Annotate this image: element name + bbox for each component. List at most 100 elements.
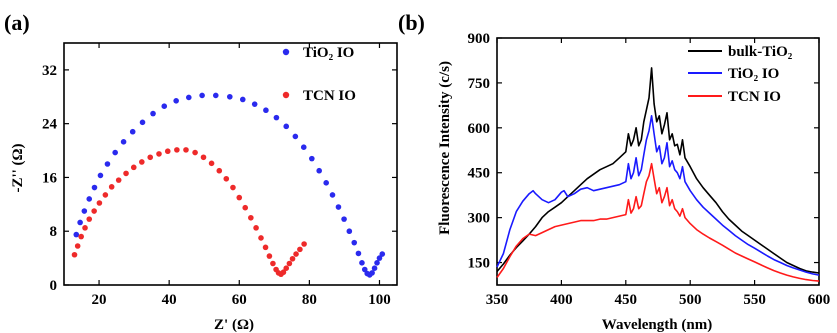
data-point bbox=[316, 167, 322, 174]
data-point bbox=[223, 175, 230, 182]
data-point bbox=[355, 250, 362, 257]
data-point bbox=[239, 96, 246, 103]
data-point bbox=[346, 228, 353, 235]
data-point bbox=[71, 251, 78, 258]
panel-b-y-tick-label: 750 bbox=[468, 76, 491, 92]
data-point bbox=[329, 192, 336, 198]
legend-item-tio2-io-b: TiO₂ IO bbox=[688, 66, 779, 82]
data-point bbox=[91, 208, 97, 214]
panel-b-frame bbox=[496, 37, 820, 286]
data-point bbox=[91, 184, 98, 191]
panel-b-x-tick-label: 400 bbox=[550, 292, 573, 308]
panel-a-y-axis-title: -Z'' (Ω) bbox=[10, 143, 26, 192]
panel-a-x-tick-label: 60 bbox=[232, 292, 247, 308]
panel-b-fluorescence-plot: (b) 350 400 450 500 550 600 150 300 450 600 750 900… bbox=[398, 10, 830, 333]
panel-b-x-tick-label: 450 bbox=[615, 292, 638, 308]
data-point bbox=[374, 260, 380, 266]
data-point bbox=[74, 243, 81, 249]
data-point bbox=[376, 255, 383, 261]
data-point bbox=[185, 94, 192, 101]
panel-a-y-tick-label: 8 bbox=[50, 224, 58, 240]
legend-item-tcn-io-b: TCN IO bbox=[688, 89, 781, 105]
panel-a-y-tick-label: 0 bbox=[50, 278, 58, 294]
data-point bbox=[96, 200, 103, 206]
panel-a-plot-area: 20 40 60 80 100 0 8 16 24 32 bbox=[42, 42, 398, 308]
data-point bbox=[77, 219, 83, 226]
data-point bbox=[236, 194, 243, 201]
data-point bbox=[115, 177, 122, 183]
data-point bbox=[208, 160, 215, 167]
data-point bbox=[192, 149, 198, 156]
legend-label-tcn-io-b: TCN IO bbox=[728, 89, 781, 105]
panel-a-series-tio2-io bbox=[73, 92, 386, 278]
data-point bbox=[183, 147, 189, 153]
data-point bbox=[335, 204, 342, 210]
data-point bbox=[120, 139, 127, 145]
panel-a-x-axis-title: Z' (Ω) bbox=[214, 317, 254, 333]
data-point bbox=[351, 239, 358, 246]
series-line-tcn-io bbox=[496, 162, 820, 282]
data-point bbox=[78, 233, 84, 240]
panel-b-y-tick-label: 150 bbox=[468, 256, 491, 272]
data-point bbox=[139, 119, 146, 126]
data-point bbox=[102, 192, 109, 198]
panel-b-x-tick-label: 600 bbox=[808, 292, 831, 308]
data-point bbox=[104, 161, 111, 167]
legend-marker-tio2-io bbox=[282, 48, 290, 56]
data-point bbox=[283, 265, 290, 271]
legend-marker-tcn-io bbox=[282, 91, 290, 99]
legend-label-bulk-tio2: bulk-TiO₂ bbox=[728, 44, 793, 60]
data-point bbox=[301, 241, 307, 247]
data-point bbox=[81, 208, 88, 214]
data-point bbox=[129, 128, 136, 135]
data-point bbox=[242, 204, 249, 211]
data-point bbox=[86, 216, 93, 222]
data-point bbox=[156, 151, 162, 157]
data-point bbox=[371, 265, 378, 271]
panel-a-y-tick-label: 32 bbox=[42, 63, 57, 79]
panel-a-legend: TiO₂ IO TCN IO bbox=[282, 45, 356, 104]
panel-a-x-tick-label: 80 bbox=[302, 292, 317, 308]
data-point bbox=[130, 164, 137, 171]
data-point bbox=[289, 255, 296, 262]
panel-b-legend: bulk-TiO₂ TiO₂ IO TCN IO bbox=[688, 44, 793, 105]
data-point bbox=[97, 172, 104, 179]
data-point bbox=[273, 114, 280, 121]
series-line-bulk-tio2 bbox=[496, 67, 820, 274]
data-point bbox=[283, 123, 290, 130]
legend-item-tcn-io: TCN IO bbox=[282, 88, 356, 104]
panel-a-y-tick-label: 16 bbox=[42, 170, 58, 186]
panel-b-y-axis-title: Fluorescence Intensity (c/s) bbox=[437, 61, 453, 235]
data-point bbox=[369, 270, 375, 276]
panel-a-y-tick-label: 24 bbox=[42, 117, 58, 133]
data-point bbox=[323, 180, 329, 186]
data-point bbox=[270, 260, 276, 267]
data-point bbox=[248, 214, 254, 221]
data-point bbox=[341, 216, 347, 222]
panel-b-x-tick-label: 350 bbox=[486, 292, 509, 308]
data-point bbox=[309, 155, 315, 162]
data-point bbox=[161, 103, 168, 109]
data-point bbox=[139, 159, 145, 165]
data-point bbox=[258, 235, 264, 241]
legend-label-tio2-io-b: TiO₂ IO bbox=[728, 66, 779, 82]
panel-b-y-tick-label: 300 bbox=[468, 211, 491, 227]
data-point bbox=[292, 133, 299, 140]
data-point bbox=[216, 167, 223, 174]
panel-b-y-tick-label: 900 bbox=[468, 31, 491, 47]
series-line-tio2-io bbox=[496, 115, 820, 276]
panel-a-series-tcn-io bbox=[71, 147, 307, 278]
panel-b-x-tick-label: 500 bbox=[679, 292, 702, 308]
data-point bbox=[300, 144, 307, 150]
legend-label-tcn-io: TCN IO bbox=[303, 88, 356, 104]
panel-b-y-tick-label: 600 bbox=[468, 121, 491, 137]
data-point bbox=[379, 251, 386, 257]
data-point bbox=[150, 110, 156, 117]
data-point bbox=[73, 231, 80, 238]
data-point bbox=[108, 184, 115, 190]
data-point bbox=[251, 101, 258, 107]
data-point bbox=[164, 148, 171, 155]
data-point bbox=[286, 260, 293, 267]
panel-b-label: (b) bbox=[398, 10, 425, 35]
